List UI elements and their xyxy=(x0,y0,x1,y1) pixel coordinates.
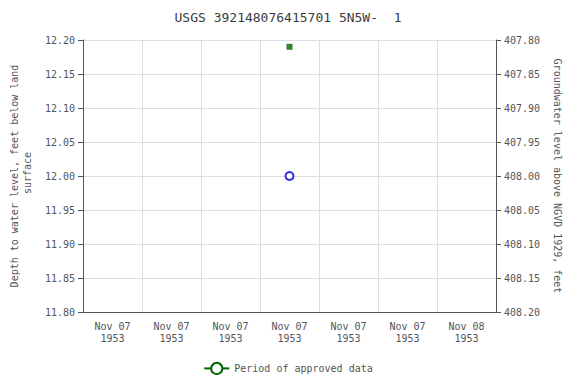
svg-text:11.90: 11.90 xyxy=(45,239,75,250)
svg-text:407.80: 407.80 xyxy=(504,35,540,46)
svg-text:11.80: 11.80 xyxy=(45,307,75,318)
svg-text:Groundwater level above NGVD 1: Groundwater level above NGVD 1929, feet xyxy=(552,59,563,294)
svg-text:407.85: 407.85 xyxy=(504,69,540,80)
svg-text:12.05: 12.05 xyxy=(45,137,75,148)
svg-text:408.15: 408.15 xyxy=(504,273,540,284)
svg-text:1953: 1953 xyxy=(159,333,183,344)
svg-text:1953: 1953 xyxy=(454,333,478,344)
svg-text:12.10: 12.10 xyxy=(45,103,75,114)
svg-text:408.00: 408.00 xyxy=(504,171,540,182)
svg-text:1953: 1953 xyxy=(100,333,124,344)
svg-text:11.85: 11.85 xyxy=(45,273,75,284)
svg-text:1953: 1953 xyxy=(277,333,301,344)
svg-text:Nov 07: Nov 07 xyxy=(330,321,366,332)
svg-text:407.95: 407.95 xyxy=(504,137,540,148)
svg-text:Nov 07: Nov 07 xyxy=(212,321,248,332)
svg-text:1953: 1953 xyxy=(336,333,360,344)
svg-text:408.10: 408.10 xyxy=(504,239,540,250)
svg-text:12.15: 12.15 xyxy=(45,69,75,80)
svg-text:408.20: 408.20 xyxy=(504,307,540,318)
svg-text:408.05: 408.05 xyxy=(504,205,540,216)
svg-text:11.95: 11.95 xyxy=(45,205,75,216)
svg-text:Nov 07: Nov 07 xyxy=(153,321,189,332)
svg-text:USGS 392148076415701 5N5W- 1: USGS 392148076415701 5N5W- 1 xyxy=(175,10,402,25)
svg-text:12.20: 12.20 xyxy=(45,35,75,46)
svg-text:1953: 1953 xyxy=(395,333,419,344)
svg-text:Period of approved data: Period of approved data xyxy=(234,363,372,374)
svg-text:surface: surface xyxy=(22,152,33,200)
svg-text:Depth to water level, feet bel: Depth to water level, feet below land xyxy=(9,65,20,288)
svg-text:12.00: 12.00 xyxy=(45,171,75,182)
svg-text:Nov 07: Nov 07 xyxy=(389,321,425,332)
svg-text:407.90: 407.90 xyxy=(504,103,540,114)
svg-text:Nov 08: Nov 08 xyxy=(448,321,484,332)
svg-text:1953: 1953 xyxy=(218,333,242,344)
svg-text:Nov 07: Nov 07 xyxy=(94,321,130,332)
svg-text:Nov 07: Nov 07 xyxy=(271,321,307,332)
